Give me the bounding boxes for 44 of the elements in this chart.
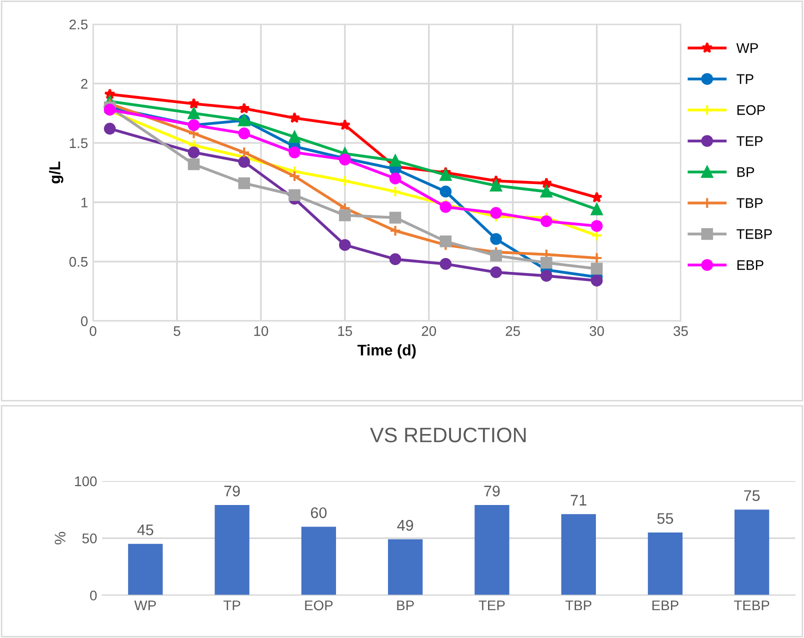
y-tick-label: 100 — [75, 476, 97, 486]
x-tick-label: 35 — [674, 326, 688, 336]
y-tick-label: 0.5 — [69, 256, 88, 267]
legend-label: EBP — [737, 260, 764, 270]
legend-label: TEP — [736, 136, 763, 146]
x-tick-label: 15 — [338, 326, 352, 336]
x-tick-label: TEBP — [734, 600, 770, 610]
legend-label: BP — [737, 167, 754, 177]
data-label: 75 — [744, 490, 760, 502]
y-tick-label: 1 — [81, 198, 88, 208]
data-label: 55 — [657, 513, 674, 524]
chart-title: VS REDUCTION — [370, 428, 526, 442]
y-tick-label: 1.5 — [70, 138, 88, 148]
x-axis-title: Time (d) — [357, 344, 416, 359]
legend-label: TBP — [736, 198, 763, 208]
x-tick-label: EBP — [652, 600, 678, 610]
x-tick-label: 30 — [590, 326, 604, 336]
x-tick-label: 10 — [254, 326, 268, 336]
data-label: 79 — [224, 486, 240, 496]
x-tick-label: 20 — [422, 326, 436, 336]
y-tick-label: 2 — [81, 78, 88, 89]
y-tick-label: 50 — [82, 533, 97, 544]
legend-label: TEBP — [736, 229, 772, 239]
data-label: 60 — [310, 507, 327, 518]
legend-label: WP — [736, 43, 758, 53]
x-tick-label: EOP — [305, 600, 333, 610]
x-tick-label: TEP — [478, 600, 505, 610]
legend-label: EOP — [737, 105, 765, 115]
y-tick-label: 0 — [80, 316, 88, 326]
x-tick-label: TBP — [565, 600, 592, 610]
y-axis-title: g/L — [48, 162, 64, 184]
x-tick-label: 25 — [506, 326, 520, 336]
data-label: 79 — [484, 486, 500, 496]
x-tick-label: TP — [223, 600, 240, 610]
y-tick-label: 2.5 — [70, 20, 88, 30]
x-tick-label: BP — [397, 600, 414, 610]
data-label: 45 — [137, 524, 154, 536]
legend-label: TP — [736, 74, 754, 84]
x-tick-label: WP — [134, 600, 156, 610]
x-tick-label: 5 — [174, 326, 180, 336]
y-tick-label: 0 — [90, 590, 97, 600]
data-label: 49 — [397, 520, 414, 531]
data-label: 71 — [570, 494, 586, 506]
y-axis-title: % — [54, 532, 66, 544]
